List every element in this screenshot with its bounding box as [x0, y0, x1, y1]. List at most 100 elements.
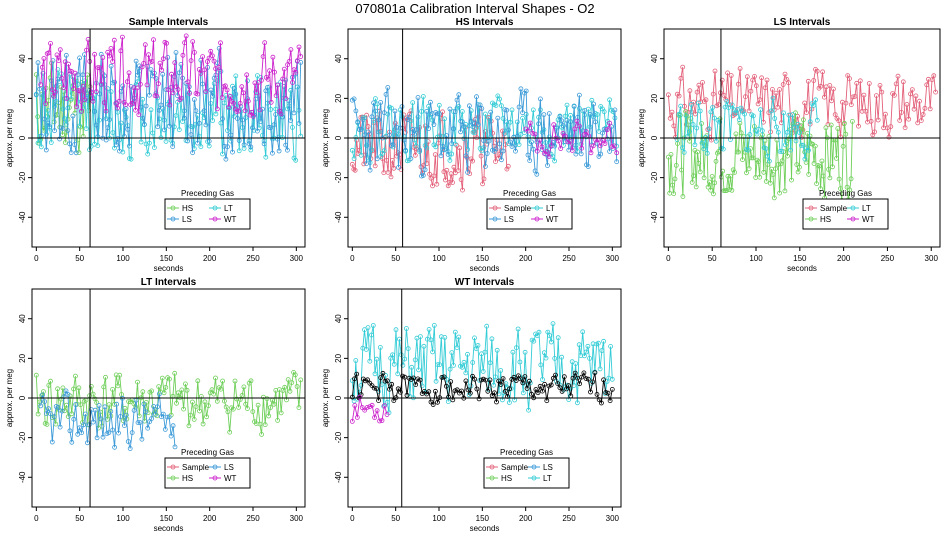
y-axis-label: approx. per meg	[321, 109, 330, 167]
data-point	[536, 329, 542, 335]
x-tick-label: 200	[519, 514, 533, 523]
data-point	[55, 386, 60, 392]
data-point	[924, 82, 930, 88]
data-point	[227, 94, 233, 99]
data-point	[829, 98, 834, 104]
data-point	[474, 386, 480, 392]
data-point	[435, 399, 440, 405]
data-point	[79, 108, 84, 114]
data-point	[349, 161, 355, 167]
data-point	[73, 150, 79, 156]
data-point	[160, 71, 166, 77]
data-point	[113, 142, 119, 148]
data-point	[38, 403, 44, 409]
data-point	[224, 87, 230, 93]
data-point	[155, 124, 161, 130]
data-point	[680, 64, 686, 70]
data-point	[268, 125, 274, 131]
data-point	[125, 439, 131, 444]
legend-box	[486, 198, 573, 230]
data-point	[209, 387, 215, 393]
data-point	[426, 389, 432, 395]
data-point	[494, 347, 500, 353]
x-tick-label: 300	[290, 514, 304, 523]
data-point	[209, 53, 215, 59]
data-point	[193, 108, 199, 114]
data-point	[568, 119, 573, 125]
data-point	[483, 377, 489, 383]
data-point	[475, 122, 481, 127]
legend-box	[483, 457, 570, 489]
data-point	[442, 334, 448, 340]
data-point	[250, 113, 256, 119]
series-line-LS	[352, 87, 618, 177]
data-point	[690, 122, 696, 127]
data-point	[118, 48, 124, 54]
data-point	[367, 167, 373, 173]
data-point	[128, 84, 134, 89]
legend-swatch-point	[212, 464, 218, 470]
data-point	[210, 118, 216, 123]
data-point	[569, 147, 575, 153]
data-point	[92, 51, 97, 57]
data-point	[708, 187, 714, 193]
data-point	[768, 108, 774, 114]
data-point	[457, 145, 463, 151]
data-point	[62, 59, 68, 65]
data-point	[560, 130, 566, 136]
data-point	[214, 106, 220, 112]
data-point	[283, 77, 289, 83]
data-point	[156, 384, 162, 390]
data-point	[500, 116, 506, 121]
data-point	[100, 55, 106, 60]
data-point	[203, 122, 209, 128]
data-point	[190, 150, 196, 156]
data-point	[791, 124, 797, 130]
data-point	[527, 120, 533, 126]
data-point	[818, 186, 823, 192]
data-point	[33, 92, 39, 98]
data-point	[763, 178, 769, 184]
data-point	[426, 126, 432, 131]
data-point	[144, 82, 150, 88]
data-point	[211, 391, 217, 397]
data-point	[413, 143, 419, 149]
data-point	[275, 82, 281, 88]
data-point	[432, 152, 438, 158]
data-point	[40, 392, 45, 398]
legend-swatch-point	[808, 205, 814, 211]
data-point	[431, 122, 437, 127]
data-point	[410, 126, 416, 132]
data-point	[793, 138, 799, 144]
data-point	[140, 115, 146, 121]
data-point	[63, 52, 69, 58]
x-tick-label: 50	[391, 254, 400, 263]
data-point	[668, 151, 674, 157]
data-point	[62, 140, 68, 145]
data-point	[268, 405, 273, 410]
data-point	[450, 180, 455, 185]
data-point	[482, 349, 488, 355]
data-point	[388, 174, 394, 180]
data-point	[176, 70, 182, 76]
data-point	[160, 411, 166, 417]
data-point	[117, 372, 123, 378]
legend-swatch-point	[534, 216, 540, 222]
data-point	[443, 383, 449, 389]
data-point	[785, 153, 790, 159]
data-point	[757, 97, 763, 103]
data-point	[525, 128, 531, 134]
data-point	[241, 384, 247, 390]
data-point	[240, 117, 245, 123]
data-point	[150, 130, 156, 136]
data-point	[879, 89, 885, 95]
data-point	[140, 389, 146, 395]
data-point	[138, 139, 144, 145]
data-point	[479, 106, 485, 111]
data-point	[51, 414, 57, 420]
data-point	[257, 421, 263, 427]
data-point	[468, 118, 474, 124]
legend-title: Preceding Gas	[503, 189, 556, 198]
data-point	[459, 364, 465, 370]
